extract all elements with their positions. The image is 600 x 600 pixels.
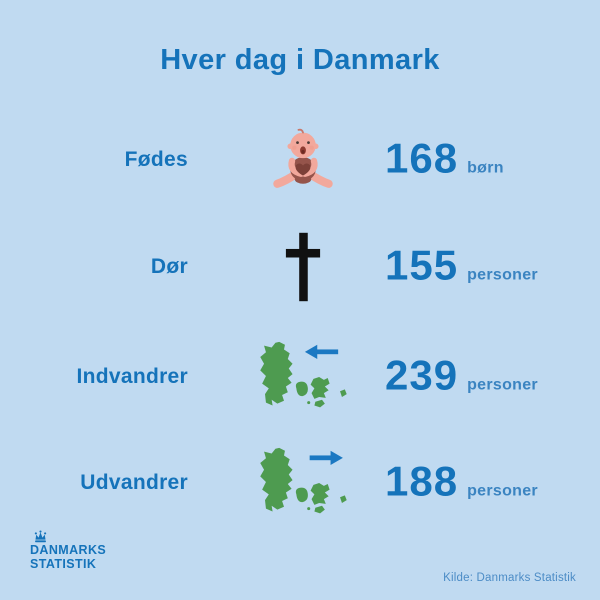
stat-unit: personer (467, 482, 538, 500)
stat-label: Indvandrer (76, 365, 188, 388)
stat-value-group: 188 personer (385, 457, 538, 505)
logo-line1: DANMARKS (30, 543, 107, 557)
stat-number: 239 (385, 351, 459, 399)
source-text: Kilde: Danmarks Statistik (443, 572, 576, 584)
stat-value-group: 239 personer (385, 351, 538, 399)
stat-number: 188 (385, 457, 459, 505)
stat-number: 155 (385, 241, 459, 289)
stat-unit: personer (467, 266, 538, 284)
stat-value-group: 155 personer (385, 241, 538, 289)
logo-line2: STATISTIK (30, 556, 97, 571)
page-title: Hver dag i Danmark (160, 44, 440, 76)
cross-icon (240, 222, 365, 312)
denmark-map-arrow-out-icon (240, 438, 365, 528)
denmark-map-arrow-in-icon (240, 332, 365, 422)
stat-label: Dør (150, 255, 188, 278)
stat-label: Udvandrer (80, 471, 188, 494)
stat-label: Fødes (124, 148, 188, 171)
stat-row-indvandrer: Indvandrer 239 personer (0, 332, 600, 422)
stat-value-group: 168 børn (385, 134, 504, 182)
stat-row-fodes: Fødes 168 (0, 115, 600, 205)
stat-unit: personer (467, 376, 538, 394)
crown-icon (34, 530, 47, 543)
stat-row-udvandrer: Udvandrer 188 personer (0, 438, 600, 528)
baby-icon (240, 115, 365, 205)
danmarks-statistik-logo: DANMARKS STATISTIK (30, 530, 106, 571)
stat-unit: børn (467, 159, 504, 177)
stat-number: 168 (385, 134, 459, 182)
stat-row-dor: Dør 155 personer (0, 222, 600, 312)
